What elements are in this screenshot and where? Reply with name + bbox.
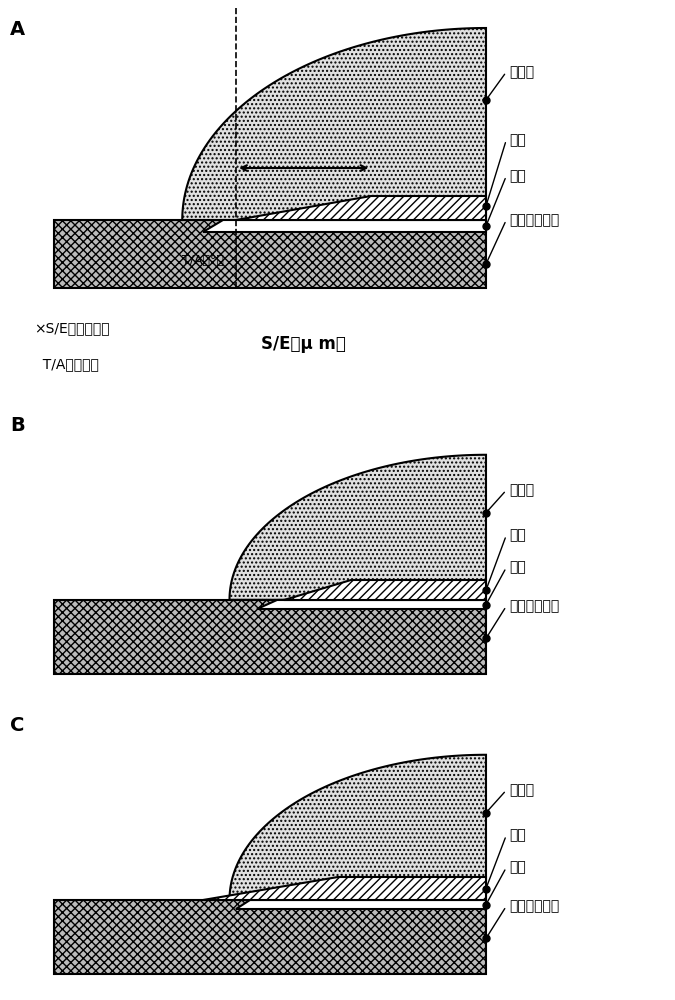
Text: S/E（μ m）: S/E（μ m） xyxy=(261,335,346,353)
Text: 基板（玻璃）: 基板（玻璃） xyxy=(510,213,560,227)
Text: 钼层: 钼层 xyxy=(510,861,526,875)
Text: 铜层: 铜层 xyxy=(510,828,526,842)
Text: ×S/E：侧面蚀刻: ×S/E：侧面蚀刻 xyxy=(34,321,109,335)
Bar xyxy=(54,220,486,288)
Text: T/A：圆锥角: T/A：圆锥角 xyxy=(34,357,99,371)
Text: 抗蚀层: 抗蚀层 xyxy=(510,783,535,797)
Text: C: C xyxy=(10,716,24,735)
Polygon shape xyxy=(236,900,486,909)
Polygon shape xyxy=(182,28,486,220)
Polygon shape xyxy=(236,196,486,220)
Text: 基板（玻璃）: 基板（玻璃） xyxy=(510,599,560,613)
Bar xyxy=(54,600,486,674)
Text: 抗蚀层: 抗蚀层 xyxy=(510,65,535,79)
Polygon shape xyxy=(202,220,486,232)
Text: 基板（玻璃）: 基板（玻璃） xyxy=(510,899,560,913)
Text: 抗蚀层: 抗蚀层 xyxy=(510,483,535,497)
Polygon shape xyxy=(256,600,486,609)
Polygon shape xyxy=(230,455,486,600)
Polygon shape xyxy=(202,877,486,900)
Text: 铜层: 铜层 xyxy=(510,133,526,147)
Text: A: A xyxy=(10,20,25,39)
Text: T/A（°）: T/A（°） xyxy=(182,253,223,266)
Text: 铜层: 铜层 xyxy=(510,528,526,542)
Polygon shape xyxy=(230,755,486,900)
Text: B: B xyxy=(10,416,25,435)
Bar xyxy=(54,900,486,974)
Text: 钼层: 钼层 xyxy=(510,561,526,575)
Text: 钼层: 钼层 xyxy=(510,169,526,183)
Polygon shape xyxy=(284,580,486,600)
